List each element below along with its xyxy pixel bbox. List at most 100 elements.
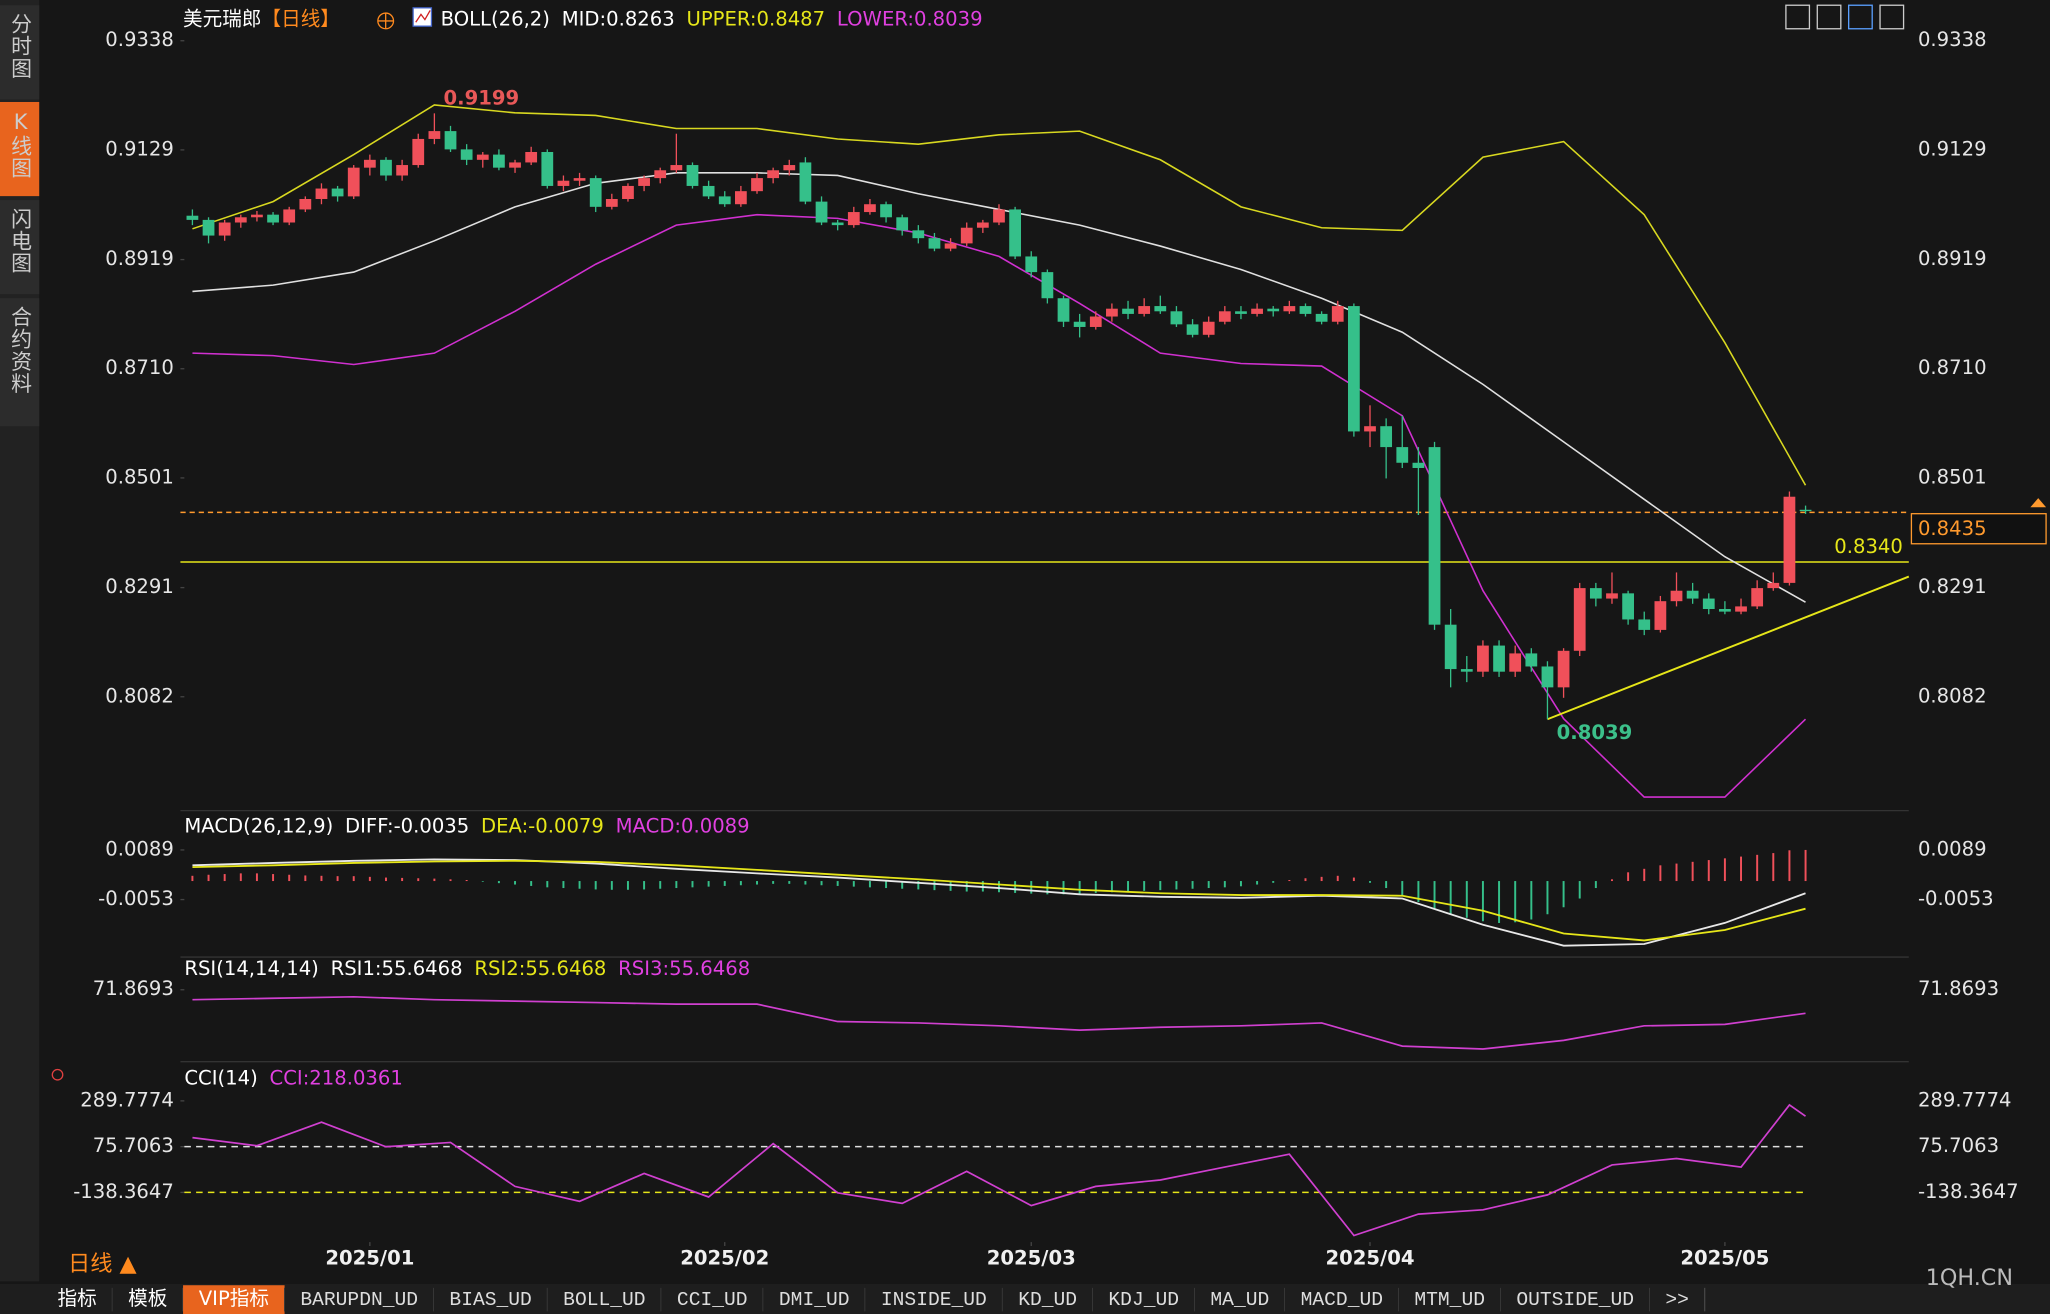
bottom-tab[interactable]: KD_UD [1002,1285,1094,1314]
bottom-tab[interactable]: >> [1649,1285,1706,1314]
tool-button[interactable] [1848,4,1873,30]
candle-body [589,178,602,207]
bottom-tab[interactable]: BARUPDN_UD [284,1285,435,1314]
candle-body [1460,669,1473,672]
candle-body [1396,447,1409,463]
candle-body [202,219,215,236]
bottom-tab[interactable]: VIP指标 [183,1285,286,1314]
candle-body [283,209,296,223]
bottom-tab[interactable]: BIAS_UD [433,1285,549,1314]
side-tab-bg[interactable] [0,101,40,197]
bottom-tab[interactable]: CCI_UD [661,1285,764,1314]
legend-item: RSI2:55.6468 [474,956,606,979]
legend-item: RSI(14,14,14) [184,956,318,979]
candle-body [1589,588,1602,599]
line [1547,575,1910,721]
add-icon[interactable] [377,12,395,30]
bottom-tab[interactable]: BOLL_UD [547,1285,662,1314]
line [192,104,1807,486]
alarm-icon[interactable] [51,1068,64,1081]
candle-body [1751,588,1764,607]
candle-body [1686,590,1699,599]
bottom-tab-label: MTM_UD [1414,1289,1485,1311]
period: 【日线】 [261,7,339,30]
candle-body [815,201,828,223]
candle-body [1218,311,1231,322]
candle-body [525,151,538,163]
candle-body [267,214,279,223]
side-tab[interactable]: 分时图 [9,13,33,80]
side-tab-bg[interactable] [0,298,40,427]
candle-body [1428,447,1441,625]
candle-body [1799,509,1812,512]
y-tick-label-right: 0.0089 [1918,837,1987,860]
candle-body [1057,298,1070,322]
line [192,1103,1807,1237]
bottom-tab-label: VIP指标 [199,1287,269,1310]
legend-item: RSI3:55.6468 [618,956,750,979]
candle-body [476,154,489,160]
bottom-tab[interactable]: MTM_UD [1398,1285,1502,1314]
tool-button[interactable] [1879,4,1905,30]
candle-body [1106,308,1118,317]
legend-item: MID:0.8263 [562,7,675,30]
y-tick-label-right: 0.9129 [1918,137,1987,160]
bottom-tab-bg [1284,1285,1399,1314]
bottom-tab-bg [1194,1285,1285,1314]
y-tick-label: 289.7774 [80,1088,174,1111]
bottom-tab[interactable]: INSIDE_UD [865,1285,1004,1314]
bottom-tab-bg [433,1285,548,1314]
bottom-tab-label: CCI_UD [677,1289,748,1311]
chart-title: 美元瑞郎【日线】 [183,7,340,30]
candle-body [1654,601,1667,630]
candle-body [1702,598,1715,610]
bottom-tab[interactable]: DMI_UD [763,1285,866,1314]
bottom-tab-label: BARUPDN_UD [300,1289,418,1311]
side-tab[interactable]: 闪电图 [9,208,33,275]
candle-body [1138,306,1151,314]
side-tab-bg[interactable] [0,200,40,295]
y-tick-label: 0.8082 [105,684,174,707]
indicator-icon-line [415,10,431,23]
candle-body [1025,256,1038,273]
candle-body [557,180,570,186]
candle-body [1041,272,1054,299]
candle-body [493,154,505,168]
y-tick-label-right: -138.3647 [1918,1180,2019,1203]
line [192,858,1806,947]
bottom-tab-label: 模板 [128,1287,167,1310]
bottom-tab[interactable]: 模板 [112,1285,184,1314]
candle-body [1331,306,1344,322]
bottom-tab-bg [1649,1285,1705,1314]
tool-button[interactable] [1816,4,1842,30]
period-button[interactable]: 日线 ▲ [68,1251,137,1277]
candle-body [1735,606,1747,612]
candle-body [299,198,312,210]
bottom-tab[interactable]: MACD_UD [1284,1285,1400,1314]
legend-item: MACD(26,12,9) [184,814,333,837]
candle-body [460,149,473,160]
bottom-tab[interactable]: 指标 [41,1285,114,1314]
bottom-tab-bg [763,1285,866,1314]
y-tick-label: 71.8693 [93,977,174,1000]
candle-body [396,165,409,176]
candle-body [1073,321,1086,327]
line [192,995,1806,1050]
x-tick-label: 2025/05 [1680,1247,1769,1270]
bottom-tab[interactable]: OUTSIDE_UD [1500,1285,1651,1314]
side-tab-bg[interactable] [0,5,40,100]
y-tick-label-right: 0.9338 [1918,28,1987,51]
candle-body [831,222,844,226]
toolbar[interactable] [1785,4,1905,30]
candle-body [1783,496,1796,583]
side-tab[interactable]: 合约资料 [9,306,33,395]
tool-button[interactable] [1785,4,1811,30]
symbol-name: 美元瑞郎 [183,7,261,30]
candle-body [1089,316,1102,327]
bottom-tab[interactable]: KDJ_UD [1092,1285,1196,1314]
candle-body [1202,321,1215,335]
side-tab[interactable]: K线图 [9,110,33,180]
bottom-tab[interactable]: MA_UD [1194,1285,1286,1314]
candle-body [1606,593,1618,599]
